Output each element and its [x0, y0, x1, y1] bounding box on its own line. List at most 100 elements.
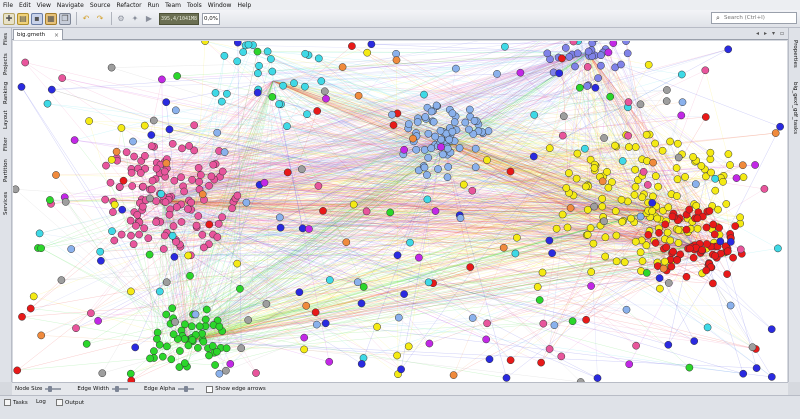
node-size-slider[interactable] — [45, 386, 62, 392]
graph-node[interactable] — [636, 100, 645, 109]
graph-node[interactable] — [239, 48, 248, 56]
graph-node[interactable] — [126, 216, 135, 225]
graph-node[interactable] — [244, 316, 253, 324]
graph-node[interactable] — [406, 238, 414, 247]
graph-node[interactable] — [612, 257, 621, 266]
search-box[interactable]: ⌕ — [711, 12, 797, 24]
graph-node[interactable] — [444, 163, 453, 171]
graph-node[interactable] — [279, 81, 287, 90]
graph-node[interactable] — [160, 231, 169, 240]
graph-node[interactable] — [636, 248, 645, 257]
graph-node[interactable] — [638, 193, 647, 202]
graph-node[interactable] — [559, 112, 568, 121]
graph-node[interactable] — [627, 214, 635, 223]
graph-node[interactable] — [237, 344, 246, 353]
graph-node[interactable] — [598, 202, 607, 211]
graph-node[interactable] — [158, 75, 166, 84]
graph-node[interactable] — [431, 132, 440, 141]
graph-node[interactable] — [37, 331, 46, 340]
graph-node[interactable] — [119, 176, 128, 185]
graph-node[interactable] — [584, 47, 593, 56]
graph-node[interactable] — [314, 182, 323, 190]
graph-node[interactable] — [215, 369, 224, 378]
graph-node[interactable] — [373, 323, 381, 331]
graph-node[interactable] — [205, 351, 213, 360]
graph-node[interactable] — [573, 49, 582, 58]
graph-node[interactable] — [664, 203, 673, 212]
graph-node[interactable] — [639, 167, 648, 176]
graph-node[interactable] — [57, 276, 66, 284]
graph-node[interactable] — [213, 233, 222, 241]
graph-node[interactable] — [617, 60, 625, 69]
clean-build-icon[interactable]: ✦ — [131, 14, 139, 23]
graph-node[interactable] — [516, 68, 525, 77]
graph-node[interactable] — [437, 143, 445, 151]
graph-node[interactable] — [283, 122, 291, 131]
graph-node[interactable] — [207, 172, 216, 181]
graph-node[interactable] — [127, 376, 136, 382]
graph-node[interactable] — [176, 347, 184, 355]
graph-node[interactable] — [172, 203, 181, 211]
graph-node[interactable] — [642, 130, 651, 139]
graph-node[interactable] — [659, 264, 668, 273]
graph-node[interactable] — [321, 319, 330, 328]
graph-node[interactable] — [165, 210, 174, 219]
graph-node[interactable] — [423, 171, 431, 179]
menu-run[interactable]: Run — [147, 1, 160, 9]
graph-node[interactable] — [443, 144, 452, 153]
graph-node[interactable] — [169, 222, 178, 231]
graph-node[interactable] — [529, 152, 538, 161]
graph-node[interactable] — [313, 107, 322, 115]
graph-node[interactable] — [702, 172, 710, 181]
graph-node[interactable] — [178, 144, 186, 153]
graph-node[interactable] — [215, 322, 224, 331]
graph-node[interactable] — [427, 144, 436, 153]
graph-node[interactable] — [320, 87, 329, 96]
graph-node[interactable] — [631, 143, 640, 151]
graph-node[interactable] — [631, 165, 639, 174]
graph-node[interactable] — [611, 141, 619, 150]
graph-node[interactable] — [199, 337, 208, 346]
graph-node[interactable] — [404, 342, 413, 351]
graph-node[interactable] — [643, 181, 652, 189]
graph-node[interactable] — [530, 111, 539, 119]
edge-alpha-knob[interactable] — [184, 386, 189, 392]
tab-list-icon[interactable]: ▾ — [772, 30, 776, 37]
graph-node[interactable] — [726, 161, 734, 169]
graph-node[interactable] — [711, 251, 719, 260]
graph-node[interactable] — [677, 111, 686, 120]
graph-node[interactable] — [393, 251, 402, 260]
build-icon[interactable]: ⚙ — [117, 14, 125, 23]
graph-node[interactable] — [107, 63, 116, 72]
graph-node[interactable] — [146, 354, 154, 363]
run-icon[interactable]: ▶ — [145, 14, 153, 23]
graph-node[interactable] — [187, 322, 196, 331]
edge-width-slider[interactable] — [111, 386, 128, 392]
graph-node[interactable] — [133, 211, 142, 219]
graph-node[interactable] — [162, 278, 171, 287]
graph-node[interactable] — [565, 53, 574, 61]
graph-node[interactable] — [701, 66, 710, 75]
graph-node[interactable] — [201, 315, 210, 324]
graph-node[interactable] — [575, 83, 584, 92]
graph-node[interactable] — [101, 195, 110, 204]
graph-node[interactable] — [194, 212, 203, 220]
graph-node[interactable] — [198, 329, 206, 338]
graph-node[interactable] — [748, 343, 757, 352]
graph-node[interactable] — [186, 271, 194, 280]
graph-node[interactable] — [705, 207, 714, 215]
graph-node[interactable] — [112, 147, 121, 156]
graph-node[interactable] — [171, 318, 179, 326]
graph-node[interactable] — [158, 352, 167, 361]
graph-node[interactable] — [431, 207, 440, 215]
graph-node[interactable] — [618, 217, 626, 226]
graph-node[interactable] — [623, 49, 632, 58]
graph-node[interactable] — [236, 284, 244, 293]
graph-node[interactable] — [589, 239, 598, 248]
graph-node[interactable] — [420, 145, 429, 154]
graph-node[interactable] — [620, 258, 629, 267]
graph-node[interactable] — [649, 158, 657, 167]
graph-node[interactable] — [601, 233, 610, 242]
graph-node[interactable] — [311, 308, 320, 317]
graph-node[interactable] — [87, 309, 95, 318]
